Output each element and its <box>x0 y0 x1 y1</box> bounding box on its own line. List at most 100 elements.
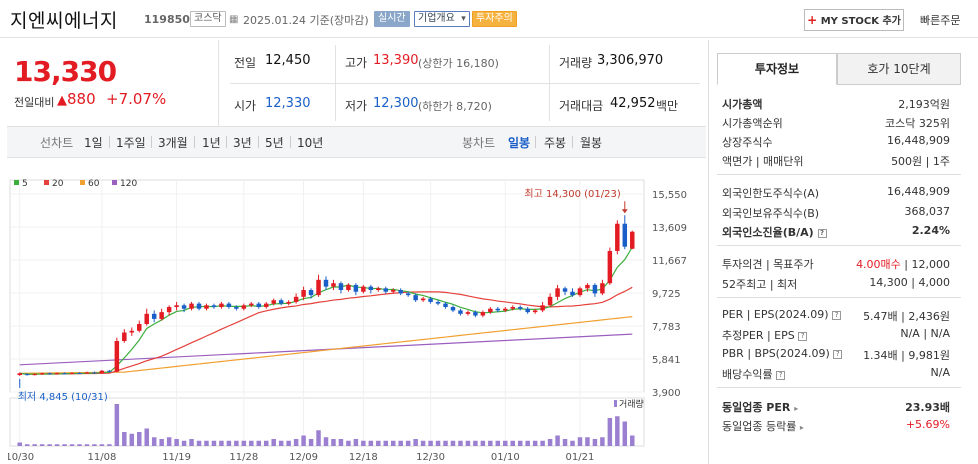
candle-body <box>346 284 351 291</box>
amount-label: 거래대금 <box>559 99 604 113</box>
volume-bar <box>47 444 52 446</box>
candle-body <box>450 307 456 311</box>
info-icon[interactable]: ? <box>776 370 786 380</box>
candle-body <box>301 290 306 297</box>
divider <box>290 136 291 148</box>
period-monthly[interactable]: 월봉 <box>580 136 603 150</box>
candle-body <box>122 332 127 342</box>
y-tick-label: 15,550 <box>652 190 687 201</box>
period-10y[interactable]: 10년 <box>297 136 324 150</box>
volume-bar <box>122 432 127 446</box>
pbr-bps-text: PBR | BPS(2024.09) <box>722 347 830 360</box>
ma-line-60 <box>19 316 633 374</box>
line-chart-label: 선차트 <box>40 136 74 150</box>
upper-limit: (상한가 16,180) <box>418 57 499 70</box>
company-overview-dropdown[interactable]: 기업개요 <box>414 11 470 27</box>
prev-close-value: 12,450 <box>265 53 311 68</box>
tab-invest-info[interactable]: 투자정보 <box>717 53 837 85</box>
volume-bar <box>547 439 553 446</box>
current-price: 13,330 <box>14 55 117 88</box>
period-1d[interactable]: 1일 <box>84 136 103 150</box>
market-badge: 코스닥 <box>190 11 226 27</box>
period-5y[interactable]: 5년 <box>265 136 284 150</box>
pbr-bps-label: PBR | BPS(2024.09) ? <box>722 347 843 360</box>
volume-bar <box>338 439 344 446</box>
mystock-add-button[interactable]: + MY STOCK 추가 <box>804 9 904 31</box>
date-label: 2025.01.24 기준(장마감) <box>243 14 369 27</box>
candle-body <box>234 307 239 309</box>
period-3m[interactable]: 3개월 <box>158 136 188 150</box>
volume-bar <box>271 439 276 446</box>
candle-body <box>405 293 411 296</box>
candle-body <box>368 286 374 291</box>
info-icon[interactable]: ? <box>798 331 808 341</box>
volume-bar <box>301 435 306 446</box>
volume-bar <box>503 440 508 446</box>
legend-label: 60 <box>88 179 100 189</box>
divider <box>258 136 259 148</box>
candle-body <box>69 372 75 374</box>
volume-bar <box>577 437 583 446</box>
quick-order-button[interactable]: 빠른주문 <box>920 14 961 27</box>
industry-change-text: 동일업종 등락률 <box>722 420 797 433</box>
candle-body <box>390 290 396 292</box>
foreign-ratio-text: 외국인소진율(B/A) <box>722 226 814 239</box>
lower-limit: (하한가 8,720) <box>418 100 492 113</box>
stock-header <box>0 0 978 38</box>
tab-orderbook-10[interactable]: 호가 10단계 <box>837 53 961 85</box>
period-1y[interactable]: 1년 <box>202 136 221 150</box>
candle-body <box>383 288 388 292</box>
candle-body <box>249 303 254 306</box>
info-icon[interactable]: ? <box>832 310 842 320</box>
volume-bar <box>488 440 493 446</box>
par-value-label: 액면가 | 매매단위 <box>722 155 804 168</box>
period-weekly[interactable]: 주봉 <box>544 136 567 150</box>
period-daily[interactable]: 일봉 <box>508 136 531 150</box>
realtime-button[interactable]: 실시간 <box>374 11 410 27</box>
legend-label: 120 <box>120 179 137 189</box>
change-value: 880 <box>67 90 96 108</box>
candle-body <box>547 296 553 306</box>
volume-bar <box>517 440 523 446</box>
candle-body <box>555 288 560 297</box>
volume-bar <box>540 440 545 446</box>
candle-body <box>585 284 590 289</box>
volume-bar <box>39 444 45 446</box>
volume-bar <box>241 440 247 446</box>
y-tick-label: 5,841 <box>652 355 681 366</box>
candle-body <box>107 370 112 372</box>
amount-value: 42,952 <box>610 96 656 111</box>
period-1w[interactable]: 1주일 <box>116 136 146 150</box>
candle-body <box>166 307 172 313</box>
candle-body <box>600 283 605 294</box>
volume-bar <box>144 428 149 446</box>
x-tick-label: 12/09 <box>289 452 318 463</box>
week52-value: 14,300 | 4,000 <box>869 276 950 289</box>
volume-bar <box>196 440 202 446</box>
volume-bar <box>107 444 112 446</box>
warning-badge: 투자주의 <box>472 11 517 27</box>
prev-close-label: 전일 <box>234 56 257 70</box>
volume-bar <box>24 444 30 446</box>
info-icon[interactable]: ? <box>833 349 843 359</box>
low-label: 저가 <box>345 99 368 113</box>
volume-bar <box>84 444 90 446</box>
candle-body <box>420 298 426 301</box>
candle-body <box>480 312 486 316</box>
period-3y[interactable]: 3년 <box>233 136 252 150</box>
info-icon[interactable]: ? <box>817 228 827 238</box>
volume-bar <box>443 440 448 446</box>
volume-bar <box>316 430 321 446</box>
candle-body <box>159 312 164 319</box>
candle-body <box>256 303 262 308</box>
divider <box>717 245 961 246</box>
candle-body <box>510 307 515 309</box>
volume-bar <box>361 440 366 446</box>
volume-bar <box>390 440 396 446</box>
candle-body <box>211 305 217 308</box>
x-tick-label: 01/10 <box>491 452 520 463</box>
volume-bar <box>376 440 381 446</box>
volume-bar <box>510 440 515 446</box>
x-tick-label: 01/21 <box>566 452 595 463</box>
candle-body <box>54 373 60 375</box>
